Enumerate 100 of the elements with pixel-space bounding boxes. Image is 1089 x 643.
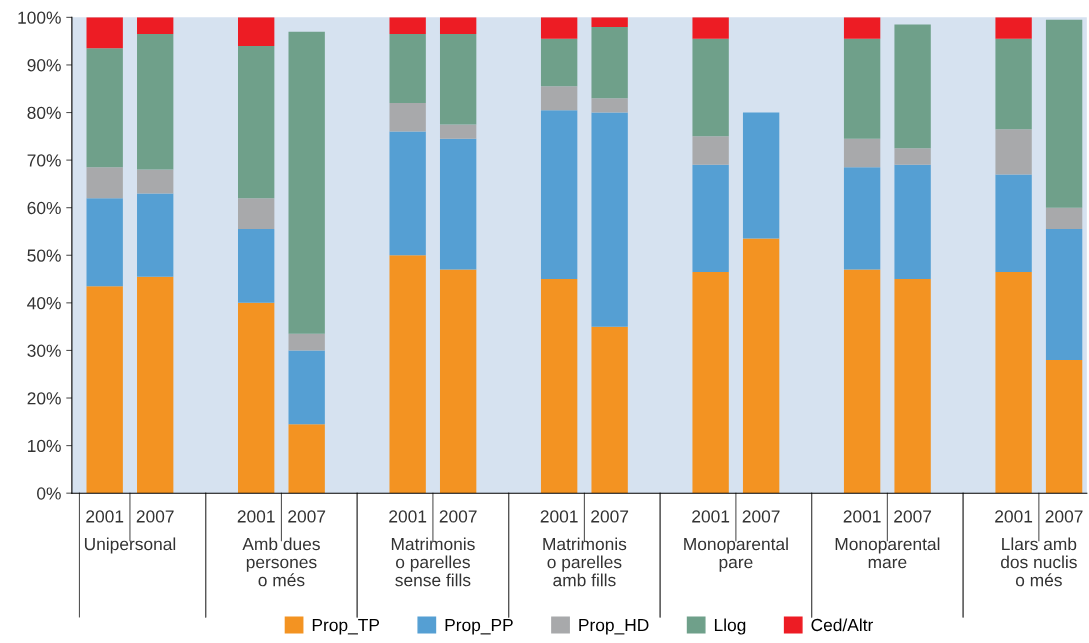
bar [1045, 19, 1083, 208]
x-tick-label: 2007 [136, 510, 174, 523]
x-tick-label: 2001 [995, 510, 1033, 523]
bar [238, 302, 275, 494]
bar [439, 17, 477, 35]
bar [238, 45, 275, 199]
bar [137, 17, 174, 35]
bar [137, 193, 174, 277]
bar [894, 148, 931, 165]
text: Monoparental mare [835, 537, 940, 569]
bar [540, 38, 578, 87]
bar [439, 269, 477, 494]
x-tick-label: 2007 [288, 510, 326, 523]
x-tick-label: 2001 [843, 510, 881, 523]
legend-label: Prop_PP [445, 619, 513, 635]
bar [591, 112, 628, 327]
y-tick-label: 50% [27, 249, 61, 262]
x-tick-label: 2007 [439, 510, 477, 523]
y-tick-label: 90% [27, 59, 61, 72]
y-tick-label: 30% [27, 344, 61, 357]
bar [288, 424, 325, 494]
bar [238, 17, 275, 46]
bar [843, 38, 881, 139]
bar [238, 229, 275, 303]
y-tick-label: 40% [27, 297, 61, 310]
bar [692, 271, 729, 494]
x-tick-label: 2001 [540, 510, 578, 523]
legend-label: Prop_HD [579, 619, 649, 635]
bar [389, 34, 426, 104]
legend-label: Llog [714, 618, 746, 635]
text: Monoparental pare [684, 537, 788, 572]
bar [591, 326, 628, 494]
x-tick-label: 2007 [591, 510, 629, 523]
bar [439, 124, 477, 139]
y-tick-label: 100% [18, 11, 61, 24]
bar [137, 169, 174, 194]
bar [389, 17, 426, 35]
y-tick-label: 10% [28, 439, 61, 453]
bar [540, 86, 578, 111]
bar [692, 136, 729, 165]
bar [843, 269, 881, 494]
x-tick-label: 2001 [692, 510, 730, 523]
bar [692, 38, 729, 137]
bar [843, 167, 881, 270]
text: Llars amb dos nuclis o més [1000, 537, 1077, 587]
bar [288, 333, 325, 351]
bar [1045, 207, 1083, 230]
bar [894, 24, 931, 149]
bar [995, 174, 1032, 272]
bar [540, 110, 578, 280]
bar [692, 164, 729, 272]
bar [288, 350, 325, 425]
bar [389, 131, 426, 256]
bar [540, 279, 578, 494]
bar [843, 138, 881, 168]
bar [692, 17, 729, 39]
bar [591, 26, 628, 99]
bar [238, 198, 275, 230]
x-tick-label: 2007 [894, 510, 932, 523]
bar [137, 276, 174, 494]
text: Matrimonis o parelles amb fills [543, 537, 627, 587]
x-tick-label: 2007 [742, 510, 780, 523]
x-tick-label: 2001 [86, 510, 124, 523]
bar [742, 238, 780, 494]
y-tick-label: 60% [27, 201, 61, 215]
y-tick-label: 20% [27, 392, 61, 405]
bar [288, 31, 325, 334]
bar [995, 271, 1032, 494]
legend-label: Ced/Altr [811, 618, 874, 632]
bar [995, 129, 1032, 175]
bar [742, 112, 780, 239]
bar [439, 138, 477, 270]
text: Matrimonis o parelles sense fills [391, 537, 475, 587]
text: Unipersonal [84, 537, 176, 554]
bar [843, 17, 881, 39]
x-tick-label: 2001 [389, 510, 427, 523]
bar [995, 38, 1032, 130]
bar [86, 167, 123, 199]
bar [591, 17, 628, 27]
bar [86, 48, 123, 168]
bar [389, 255, 426, 494]
bar [439, 34, 477, 125]
y-tick-label: 70% [27, 154, 61, 167]
bar [894, 279, 931, 494]
bar [86, 286, 123, 494]
bar [86, 198, 123, 287]
y-tick-label: 0% [37, 487, 61, 500]
x-tick-label: 2007 [1045, 510, 1083, 523]
text: Amb dues persones o més [242, 537, 320, 587]
bar [86, 17, 123, 49]
bar [1045, 359, 1083, 494]
bar [540, 17, 578, 39]
bar [995, 17, 1032, 39]
x-tick-label: 2001 [237, 510, 275, 523]
bar [1045, 229, 1083, 360]
bar [137, 34, 174, 170]
legend-label: Prop_TP [312, 619, 380, 635]
bar [591, 98, 628, 113]
y-tick-label: 80% [27, 106, 61, 119]
bar [894, 164, 931, 280]
